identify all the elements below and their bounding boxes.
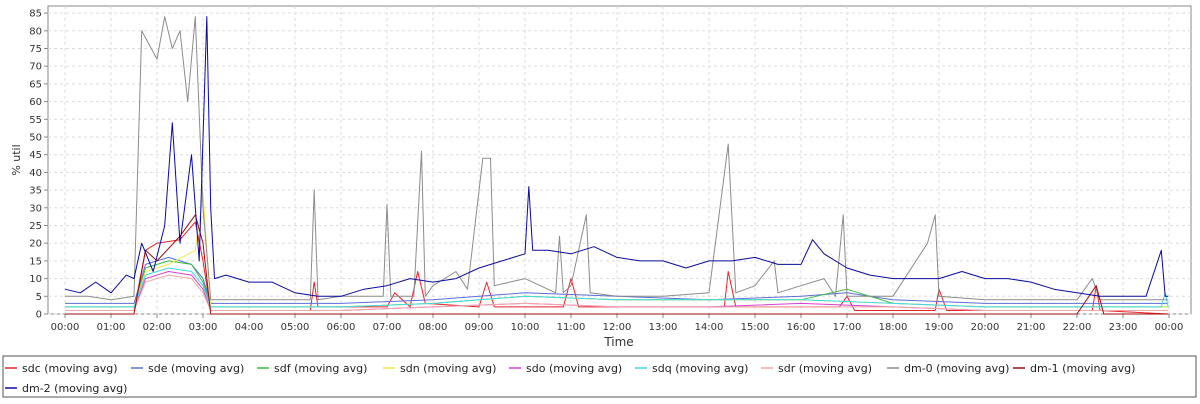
x-axis: 00:00 01:00 02:00 03:00 04:00 05:00 06:00 07:00… bbox=[51, 314, 1184, 333]
x-tick-label: 05:00 bbox=[281, 322, 310, 333]
x-tick-label: 06:00 bbox=[327, 322, 356, 333]
legend-label: dm-2 (moving avg) bbox=[22, 382, 127, 395]
x-tick-label: 17:00 bbox=[833, 322, 862, 333]
x-tick-label: 18:00 bbox=[879, 322, 908, 333]
x-tick-label: 10:00 bbox=[511, 322, 540, 333]
series-line-sdq bbox=[65, 267, 1169, 308]
x-tick-label: 19:00 bbox=[925, 322, 954, 333]
series-line-dm-2 bbox=[64, 16, 1169, 297]
y-tick-label: 65 bbox=[29, 79, 42, 90]
legend-label: sdc (moving avg) bbox=[22, 362, 118, 375]
legend-label: sdf (moving avg) bbox=[274, 362, 367, 375]
legend-label: sdo (moving avg) bbox=[526, 362, 622, 375]
y-tick-label: 10 bbox=[29, 274, 42, 285]
y-tick-label: 25 bbox=[29, 221, 42, 232]
grid-lines bbox=[48, 6, 1191, 315]
x-tick-label: 14:00 bbox=[695, 322, 724, 333]
y-tick-label: 35 bbox=[29, 186, 42, 197]
x-tick-label: 03:00 bbox=[189, 322, 218, 333]
legend: sdc (moving avg) sde (moving avg) sdf (mov… bbox=[5, 362, 1135, 395]
y-tick-label: 75 bbox=[29, 44, 42, 55]
x-tick-label: 00:00 bbox=[1155, 322, 1184, 333]
y-tick-label: 70 bbox=[29, 62, 42, 73]
x-tick-label: 09:00 bbox=[465, 322, 494, 333]
y-tick-label: 20 bbox=[29, 239, 42, 250]
x-tick-label: 22:00 bbox=[1063, 322, 1092, 333]
series-line-dm-0 bbox=[65, 16, 1169, 301]
x-tick-label: 15:00 bbox=[741, 322, 770, 333]
y-tick-label: 40 bbox=[29, 168, 42, 179]
legend-label: dm-0 (moving avg) bbox=[904, 362, 1009, 375]
x-tick-label: 00:00 bbox=[51, 322, 80, 333]
x-tick-label: 02:00 bbox=[143, 322, 172, 333]
legend-label: dm-1 (moving avg) bbox=[1030, 362, 1135, 375]
y-tick-label: 80 bbox=[29, 26, 42, 37]
x-tick-label: 16:00 bbox=[787, 322, 816, 333]
x-tick-label: 04:00 bbox=[235, 322, 264, 333]
y-axis-label: % util bbox=[10, 144, 23, 175]
y-tick-label: 60 bbox=[29, 97, 42, 108]
x-tick-label: 01:00 bbox=[97, 322, 126, 333]
plot-background bbox=[47, 5, 1192, 315]
series-line-sdr bbox=[65, 274, 1169, 311]
legend-box bbox=[2, 355, 1197, 398]
legend-label: sdr (moving avg) bbox=[778, 362, 872, 375]
y-tick-label: 55 bbox=[29, 115, 42, 126]
x-tick-label: 20:00 bbox=[971, 322, 1000, 333]
y-tick-label: 30 bbox=[29, 203, 42, 214]
x-axis-label: Time bbox=[603, 335, 633, 349]
y-tick-label: 0 bbox=[36, 310, 42, 321]
legend-label: sde (moving avg) bbox=[148, 362, 244, 375]
y-tick-label: 5 bbox=[36, 292, 42, 303]
x-tick-label: 08:00 bbox=[419, 322, 448, 333]
y-axis: 0 5 10 15 20 25 30 35 40 45 50 55 60 65 70 75 80 85 bbox=[29, 9, 48, 321]
x-tick-label: 12:00 bbox=[603, 322, 632, 333]
y-tick-label: 85 bbox=[29, 9, 42, 20]
series-line-dm-1 bbox=[65, 214, 1169, 315]
legend-label: sdq (moving avg) bbox=[652, 362, 748, 375]
legend-label: sdn (moving avg) bbox=[400, 362, 496, 375]
series-lines bbox=[64, 16, 1169, 315]
x-tick-label: 23:00 bbox=[1109, 322, 1138, 333]
series-line-sde bbox=[65, 256, 1169, 304]
y-tick-label: 50 bbox=[29, 132, 42, 143]
x-tick-label: 07:00 bbox=[373, 322, 402, 333]
x-tick-label: 11:00 bbox=[557, 322, 586, 333]
x-tick-label: 13:00 bbox=[649, 322, 678, 333]
y-tick-label: 45 bbox=[29, 150, 42, 161]
y-tick-label: 15 bbox=[29, 256, 42, 267]
x-tick-label: 21:00 bbox=[1017, 322, 1046, 333]
series-line-sdc bbox=[65, 221, 1169, 315]
